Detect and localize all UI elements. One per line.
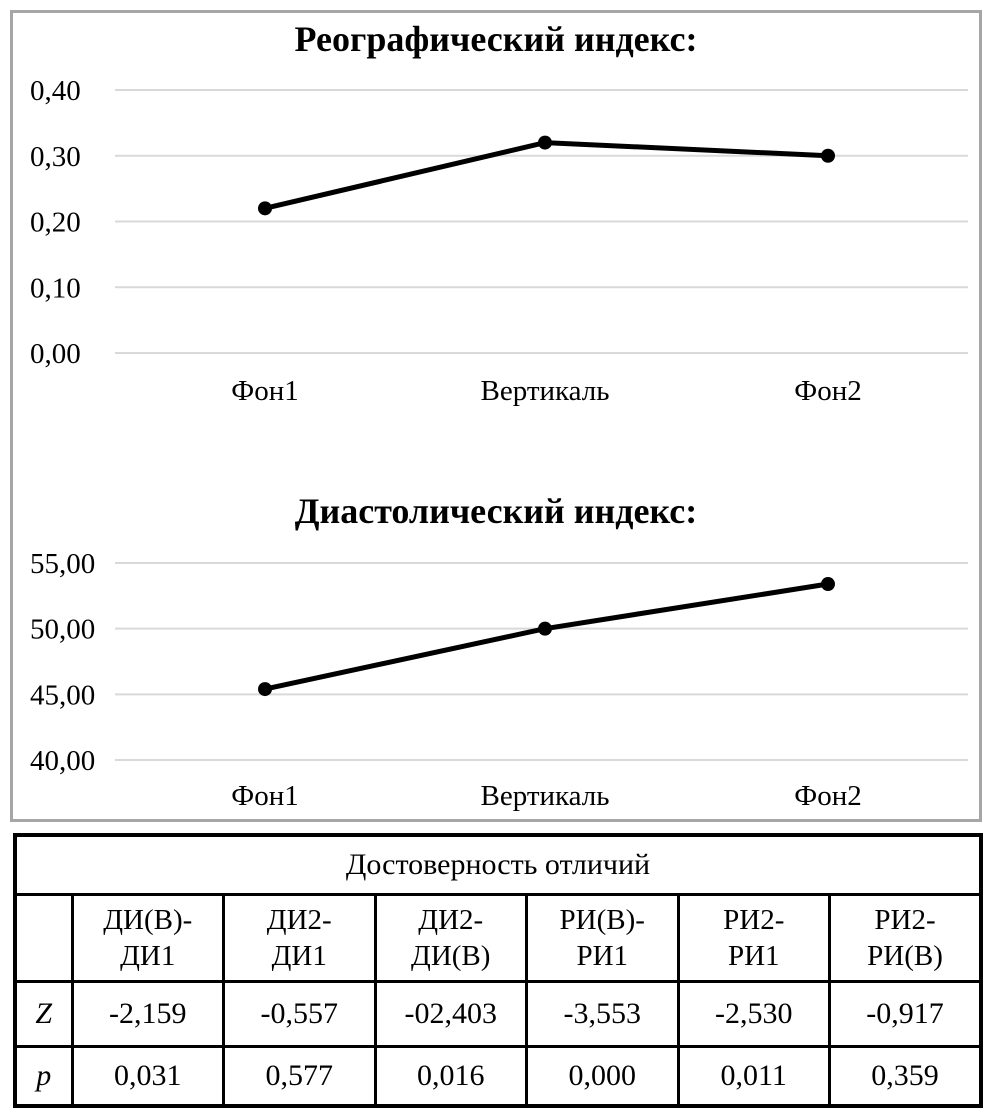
p-value: 0,011 [676,1045,831,1108]
p-value: 0,031 [70,1045,225,1108]
data-point [538,621,552,636]
data-point [538,135,552,150]
chart-title: Диастолический индекс: [295,491,698,531]
z-value: -02,403 [373,980,528,1048]
y-tick-label: 0,10 [30,272,81,304]
table-col-header: ДИ2- ДИ(В) [373,893,528,983]
table-col-header: РИ2- РИ1 [676,893,831,983]
table-col-header: ДИ2- ДИ1 [222,893,377,983]
y-tick-label: 0,40 [30,75,81,107]
data-point [258,682,272,697]
chart-title: Реографический индекс: [295,19,698,59]
row-label-z: Z [13,980,74,1048]
y-tick-label: 50,00 [30,614,95,646]
p-value: 0,577 [222,1045,377,1108]
table-corner-cell [13,893,74,983]
data-line [264,581,829,692]
table-col-header: ДИ(В)- ДИ1 [70,893,225,983]
row-label-p: p [13,1045,74,1108]
significance-table: Достоверность отличий ДИ(В)- ДИ1 ДИ2- ДИ… [13,833,983,1108]
p-value: 0,359 [828,1045,983,1108]
z-value: -3,553 [525,980,680,1048]
z-value: -0,557 [222,980,377,1048]
y-tick-label: 0,30 [30,141,81,173]
table-col-header: РИ(В)- РИ1 [525,893,680,983]
category-label: Фон1 [231,375,298,407]
y-tick-label: 45,00 [30,679,95,711]
data-point [821,148,835,163]
charts-panel: 0,40 0,30 0,20 0,10 0,00 Фон1 Вертикаль Фон2 Рео… [10,10,982,822]
table-col-header: РИ2- РИ(В) [828,893,983,983]
y-tick-label: 0,00 [30,338,81,370]
z-value: -0,917 [828,980,983,1048]
y-tick-label: 0,20 [30,207,81,239]
z-value: -2,530 [676,980,831,1048]
category-label: Вертикаль [481,375,610,407]
p-value: 0,016 [373,1045,528,1108]
p-value: 0,000 [525,1045,680,1108]
data-point [821,577,835,592]
data-point [258,201,272,216]
data-line [264,140,829,211]
line-charts: 0,40 0,30 0,20 0,10 0,00 Фон1 Вертикаль Фон2 Рео… [30,19,968,812]
category-label: Фон1 [231,780,298,812]
z-value: -2,159 [70,980,225,1048]
table-title: Достоверность отличий [13,833,983,896]
category-label: Вертикаль [481,780,610,812]
y-tick-label: 40,00 [30,745,95,777]
category-label: Фон2 [794,780,861,812]
category-label: Фон2 [794,375,861,407]
y-tick-label: 55,00 [30,548,95,580]
